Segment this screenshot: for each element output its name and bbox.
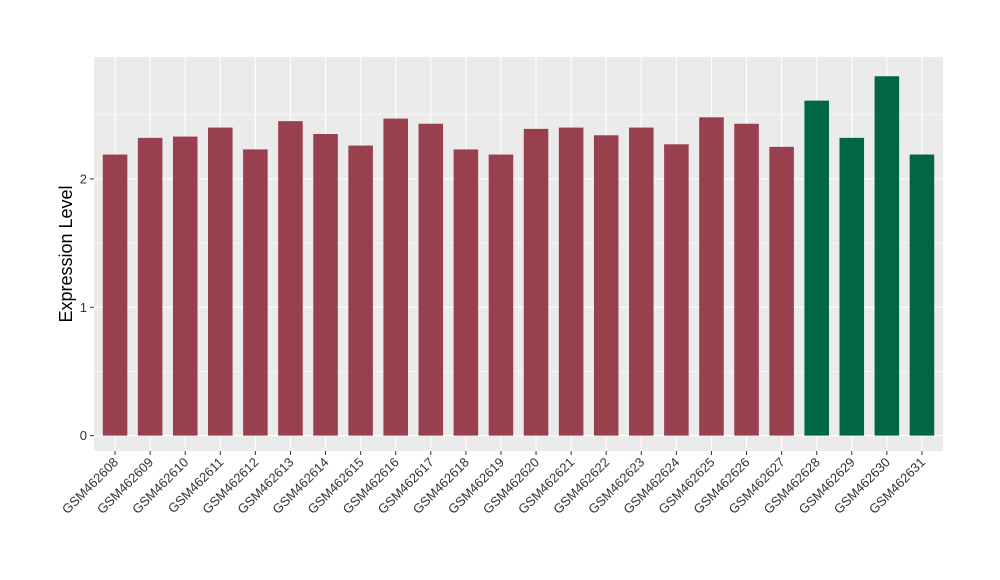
bar-GSM462611	[208, 127, 233, 436]
bar-GSM462622	[593, 135, 619, 436]
bar-GSM462627	[769, 146, 794, 436]
bar-GSM462609	[137, 137, 163, 436]
bar-GSM462631	[909, 154, 935, 436]
y-tick-label: 0	[80, 428, 87, 443]
bar-GSM462623	[629, 127, 654, 436]
bar-GSM462626	[734, 123, 759, 436]
bar-GSM462628	[804, 100, 829, 436]
plot-panel	[94, 57, 943, 451]
bar-GSM462610	[172, 136, 198, 436]
bar-GSM462617	[418, 123, 444, 436]
bar-GSM462614	[313, 134, 338, 436]
bar-GSM462613	[278, 121, 303, 436]
grid-minor	[94, 114, 943, 372]
bar-GSM462630	[874, 76, 900, 436]
bar-GSM462629	[839, 137, 865, 436]
y-tick-label: 1	[80, 300, 87, 315]
y-axis: 0 1 2	[80, 171, 94, 443]
y-axis-title: Expression Level	[56, 185, 76, 322]
x-axis: GSM462608GSM462609GSM462610GSM462611GSM4…	[59, 451, 928, 517]
bar-GSM462624	[664, 144, 689, 436]
bar-GSM462616	[383, 118, 408, 436]
bar-GSM462615	[348, 145, 373, 436]
bar-GSM462620	[523, 128, 549, 436]
bar-GSM462625	[699, 117, 724, 436]
bar-GSM462621	[558, 127, 584, 436]
bar-GSM462619	[488, 154, 514, 436]
bar-GSM462618	[453, 149, 479, 436]
bar-GSM462612	[243, 149, 268, 436]
y-tick-label: 2	[80, 171, 87, 186]
bars	[102, 76, 935, 436]
bar-GSM462608	[102, 154, 128, 436]
